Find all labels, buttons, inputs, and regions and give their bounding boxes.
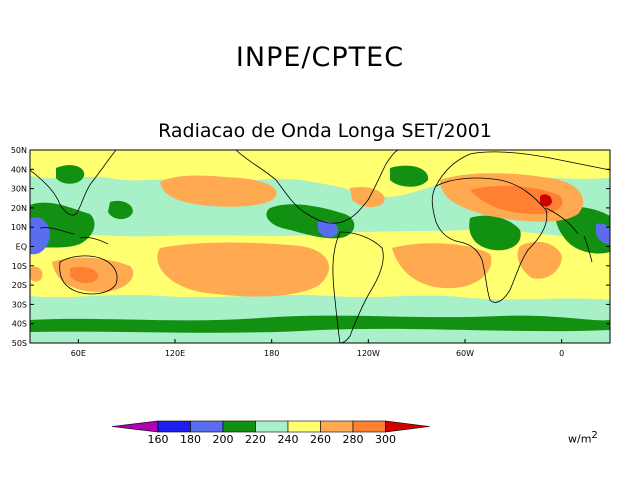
colorbar-tick-label: 200 — [213, 433, 234, 446]
colorbar-swatch — [352, 420, 386, 433]
olr-zone-blue-americas — [318, 220, 339, 238]
olr-zone-indian-green — [555, 206, 610, 254]
coastline-eurasia — [435, 151, 610, 187]
lat-label: 40N — [11, 165, 27, 174]
olr-zone-south-africa-orange — [517, 241, 562, 279]
colorbar-tick-label: 300 — [375, 433, 396, 446]
lat-label: 40S — [12, 320, 27, 329]
lat-label: EQ — [16, 243, 27, 252]
lon-label: 120E — [165, 349, 185, 358]
olr-zone-north-yellow — [30, 150, 610, 197]
lat-label: 20N — [11, 204, 27, 213]
colorbar-tick-label: 160 — [148, 433, 169, 446]
units-label: w/m2 — [568, 430, 598, 446]
olr-zone-south-atlantic-orange — [392, 243, 492, 289]
lat-label: 30N — [11, 185, 27, 194]
colorbar-tick-label: 180 — [180, 433, 201, 446]
coastline-east-asia — [30, 150, 117, 216]
lat-label: 50N — [11, 146, 27, 155]
olr-zone-australia-core — [70, 266, 99, 284]
longitude-axis: 120E 180 120W 60W 0 60E — [71, 339, 564, 358]
lat-label: 10N — [11, 223, 27, 232]
colorbar-tick-label: 240 — [278, 433, 299, 446]
coastline-australia — [59, 255, 118, 295]
olr-zone-indian-orange — [30, 266, 43, 282]
colorbar-tick-label: 280 — [343, 433, 364, 446]
colorbar-swatch — [157, 420, 191, 433]
coastline-north-america — [235, 150, 399, 224]
units-exponent: 2 — [591, 430, 598, 441]
lon-label: 120W — [357, 349, 380, 358]
lat-label: 50S — [12, 339, 27, 348]
lat-label: 20S — [12, 281, 27, 290]
lat-label: 30S — [12, 300, 27, 309]
lon-label: 60W — [456, 349, 474, 358]
coastline-arabia-india — [545, 207, 593, 263]
lon-label: 60E — [71, 349, 86, 358]
colorbar-arrow-low — [111, 420, 159, 433]
olr-zone-blue-west — [30, 216, 50, 255]
colorbar-swatch — [190, 420, 224, 433]
colorbar-swatch — [287, 420, 321, 433]
coastline-indonesia — [39, 227, 109, 245]
olr-zone-north-pacific-orange — [160, 175, 277, 207]
olr-zone-subtropical-atlantic-orange — [350, 186, 385, 208]
olr-zone-south-pacific-orange — [157, 242, 330, 297]
olr-zone-blue-east — [596, 223, 610, 244]
olr-zone-atlantic-green — [390, 165, 429, 187]
page-title: INPE/CPTEC — [235, 42, 405, 73]
units-base: w/m — [568, 432, 592, 446]
colorbar-tick-label: 220 — [245, 433, 266, 446]
olr-zone-north-green — [56, 165, 85, 184]
olr-field — [30, 150, 610, 343]
latitude-axis: 50N 40N 30N 20N 10N EQ 10S 20S 30S 40S 50S — [11, 146, 610, 348]
colorbar-swatch — [222, 420, 256, 433]
coastlines — [30, 150, 610, 343]
olr-zone-arabia-max — [540, 194, 552, 207]
map-title: Radiacao de Onda Longa SET/2001 — [158, 120, 492, 142]
coastline-africa — [431, 177, 548, 303]
lat-label: 10S — [12, 262, 27, 271]
colorbar-swatch — [255, 420, 289, 433]
lon-label: 180 — [264, 349, 279, 358]
colorbar-tick-label: 260 — [310, 433, 331, 446]
colorbar-arrow-high — [385, 420, 430, 433]
colorbar-swatch — [320, 420, 354, 433]
olr-zone-africa-green — [469, 215, 521, 251]
coastline-south-america — [332, 231, 384, 343]
olr-zone-sahara-core — [470, 185, 563, 214]
lon-label: 0 — [559, 349, 564, 358]
olr-zone-pacific-green — [108, 200, 133, 220]
colorbar: 160 180 200 220 240 260 280 300 — [111, 420, 430, 446]
